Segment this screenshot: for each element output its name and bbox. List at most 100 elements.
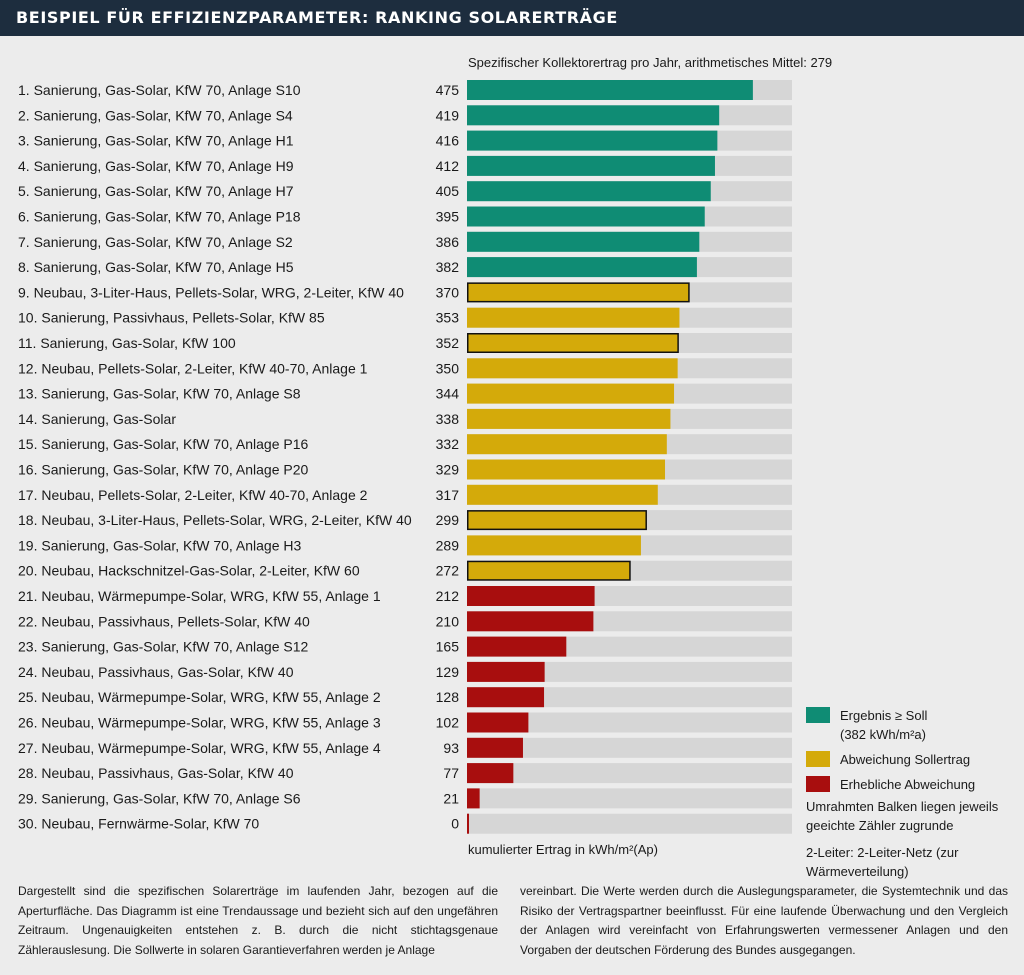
bar-track (467, 763, 792, 784)
bar (467, 535, 641, 556)
value-label: 419 (436, 107, 460, 123)
category-label: 5. Sanierung, Gas-Solar, KfW 70, Anlage … (18, 183, 294, 199)
bar (467, 763, 514, 784)
value-label: 93 (443, 740, 459, 756)
value-label: 329 (436, 462, 460, 478)
bar (467, 358, 678, 379)
value-label: 0 (451, 816, 459, 832)
legend-swatch-yellow (806, 751, 830, 767)
bar (467, 560, 631, 581)
value-label: 405 (436, 183, 460, 199)
category-label: 7. Sanierung, Gas-Solar, KfW 70, Anlage … (18, 234, 293, 250)
bar (467, 636, 567, 657)
bar (467, 408, 671, 429)
category-label: 23. Sanierung, Gas-Solar, KfW 70, Anlage… (18, 639, 309, 655)
value-label: 395 (436, 209, 460, 225)
value-label: 212 (436, 588, 460, 604)
value-label: 317 (436, 487, 460, 503)
category-label: 22. Neubau, Passivhaus, Pellets-Solar, K… (18, 613, 310, 629)
legend-swatch-red (806, 776, 830, 792)
value-label: 338 (436, 411, 460, 427)
bar-track (467, 712, 792, 733)
category-label: 25. Neubau, Wärmepumpe-Solar, WRG, KfW 5… (18, 689, 381, 705)
bar (467, 307, 680, 328)
bar-track (467, 788, 792, 809)
note-2-leiter: 2-Leiter: 2-Leiter-Netz (zur Wärmevertei… (806, 845, 959, 879)
bar (467, 181, 711, 202)
legend-label-green: Ergebnis ≥ Soll (840, 708, 928, 723)
bar (467, 611, 594, 632)
bar-track (467, 813, 792, 834)
bar (467, 155, 715, 176)
value-label: 412 (436, 158, 460, 174)
value-label: 128 (436, 689, 460, 705)
bar (467, 333, 679, 353)
value-label: 353 (436, 310, 460, 326)
category-label: 10. Sanierung, Passivhaus, Pellets-Solar… (18, 310, 325, 326)
bar (467, 105, 720, 126)
value-label: 77 (443, 765, 459, 781)
category-label: 17. Neubau, Pellets-Solar, 2-Leiter, KfW… (18, 487, 368, 503)
bar-track (467, 661, 792, 682)
bar (467, 687, 545, 708)
category-label: 20. Neubau, Hackschnitzel-Gas-Solar, 2-L… (18, 563, 360, 579)
bar (467, 383, 675, 404)
bar (467, 788, 480, 809)
category-label: 8. Sanierung, Gas-Solar, KfW 70, Anlage … (18, 259, 294, 275)
bar (467, 586, 595, 606)
value-label: 272 (436, 563, 460, 579)
value-label: 416 (436, 133, 460, 149)
category-label: 29. Sanierung, Gas-Solar, KfW 70, Anlage… (18, 790, 301, 806)
category-label: 3. Sanierung, Gas-Solar, KfW 70, Anlage … (18, 133, 294, 149)
value-label: 299 (436, 512, 460, 528)
category-label: 6. Sanierung, Gas-Solar, KfW 70, Anlage … (18, 209, 301, 225)
category-label: 11. Sanierung, Gas-Solar, KfW 100 (18, 335, 236, 351)
x-axis-label: kumulierter Ertrag in kWh/m²(Ap) (468, 842, 658, 857)
value-label: 370 (436, 284, 460, 300)
note-framed-bars: Umrahmten Balken liegen jeweils geeichte… (806, 799, 999, 833)
bar (467, 459, 666, 480)
category-label: 24. Neubau, Passivhaus, Gas-Solar, KfW 4… (18, 664, 294, 680)
value-label: 210 (436, 613, 460, 629)
category-label: 15. Sanierung, Gas-Solar, KfW 70, Anlage… (18, 436, 309, 452)
bar (467, 80, 753, 100)
category-label: 13. Sanierung, Gas-Solar, KfW 70, Anlage… (18, 386, 301, 402)
bar (467, 813, 469, 834)
bar (467, 206, 705, 227)
bar-track (467, 687, 792, 708)
bar (467, 712, 529, 733)
bar-track (467, 737, 792, 758)
category-label: 9. Neubau, 3-Liter-Haus, Pellets-Solar, … (18, 284, 404, 300)
legend-label-yellow: Abweichung Sollertrag (840, 752, 971, 767)
value-label: 165 (436, 639, 460, 655)
legend-swatch-green (806, 707, 830, 723)
value-label: 382 (436, 259, 460, 275)
bar (467, 484, 658, 505)
value-label: 344 (436, 386, 460, 402)
footer-text-left: Dargestellt sind die spezifischen Solare… (18, 884, 498, 957)
footer-text-right: vereinbart. Die Werte werden durch die A… (520, 884, 1008, 957)
legend: Ergebnis ≥ Soll (382 kWh/m²a) Abweichung… (806, 706, 1016, 800)
value-label: 386 (436, 234, 460, 250)
category-label: 27. Neubau, Wärmepumpe-Solar, WRG, KfW 5… (18, 740, 381, 756)
category-label: 2. Sanierung, Gas-Solar, KfW 70, Anlage … (18, 107, 293, 123)
bar (467, 257, 697, 278)
chart-subtitle: Spezifischer Kollektorertrag pro Jahr, a… (468, 55, 833, 70)
category-label: 1. Sanierung, Gas-Solar, KfW 70, Anlage … (18, 82, 301, 98)
category-label: 4. Sanierung, Gas-Solar, KfW 70, Anlage … (18, 158, 294, 174)
chart-title: BEISPIEL FÜR EFFIZIENZPARAMETER: RANKING… (16, 8, 618, 27)
bar (467, 510, 647, 531)
legend-label-red: Erhebliche Abweichung (840, 777, 976, 792)
category-label: 19. Sanierung, Gas-Solar, KfW 70, Anlage… (18, 537, 301, 553)
title-bar: BEISPIEL FÜR EFFIZIENZPARAMETER: RANKING… (0, 0, 1024, 36)
value-label: 102 (436, 715, 460, 731)
category-label: 28. Neubau, Passivhaus, Gas-Solar, KfW 4… (18, 765, 294, 781)
category-label: 16. Sanierung, Gas-Solar, KfW 70, Anlage… (18, 462, 309, 478)
value-label: 350 (436, 360, 460, 376)
category-label: 18. Neubau, 3-Liter-Haus, Pellets-Solar,… (18, 512, 412, 528)
legend-item-red: Erhebliche Abweichung (806, 775, 1016, 794)
bar (467, 737, 523, 758)
category-label: 14. Sanierung, Gas-Solar (18, 411, 176, 427)
category-label: 30. Neubau, Fernwärme-Solar, KfW 70 (18, 816, 259, 832)
